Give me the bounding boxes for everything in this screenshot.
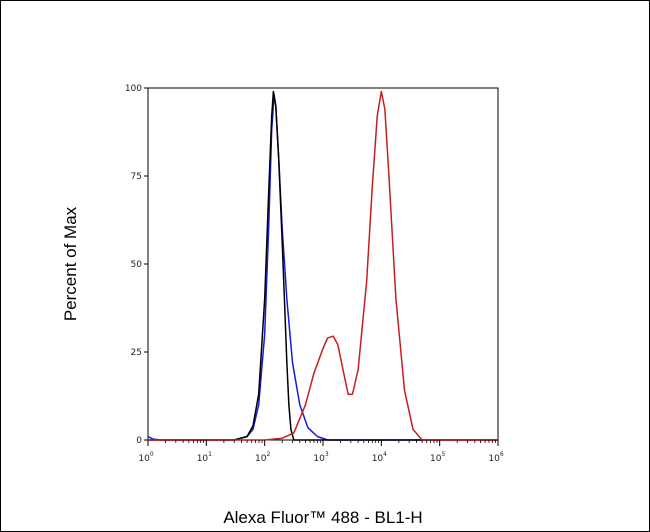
y-tick-label: 75: [131, 172, 142, 182]
x-tick-label: 105: [430, 451, 445, 464]
y-axis-title: Percent of Max: [61, 206, 80, 321]
x-tick-label: 101: [197, 451, 212, 464]
x-tick-label: 106: [488, 451, 503, 464]
series-line-2: [148, 90, 498, 441]
x-tick-label: 103: [313, 451, 328, 464]
y-tick-label: 100: [125, 84, 142, 94]
y-tick-label: 50: [131, 260, 143, 270]
x-axis: 100 101 102 103 104 105 106: [138, 440, 504, 464]
x-axis-title: Alexa Fluor™ 488 - BL1-H: [223, 508, 422, 527]
plot-area: [147, 87, 499, 441]
series-line-3: [148, 90, 498, 441]
x-tick-label: 104: [372, 451, 387, 464]
series-line-1: [147, 94, 498, 441]
y-tick-label: 25: [131, 348, 142, 358]
x-tick-label: 100: [138, 451, 153, 464]
y-tick-label: 0: [136, 436, 142, 446]
series-layer: [147, 90, 498, 441]
y-axis: 0 25 50 75 100: [125, 84, 148, 446]
x-tick-label: 102: [255, 451, 270, 464]
